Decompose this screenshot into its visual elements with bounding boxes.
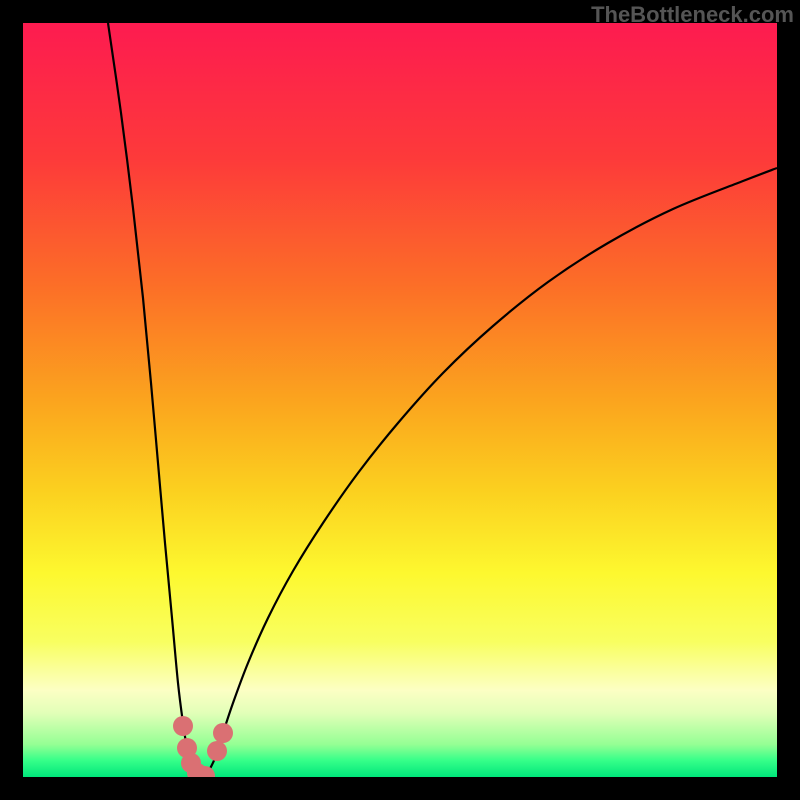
marker-dot bbox=[213, 723, 233, 743]
plot-area bbox=[23, 23, 777, 777]
markers-layer bbox=[23, 23, 777, 777]
marker-dot bbox=[173, 716, 193, 736]
marker-dot bbox=[207, 741, 227, 761]
chart-root: TheBottleneck.com bbox=[0, 0, 800, 800]
